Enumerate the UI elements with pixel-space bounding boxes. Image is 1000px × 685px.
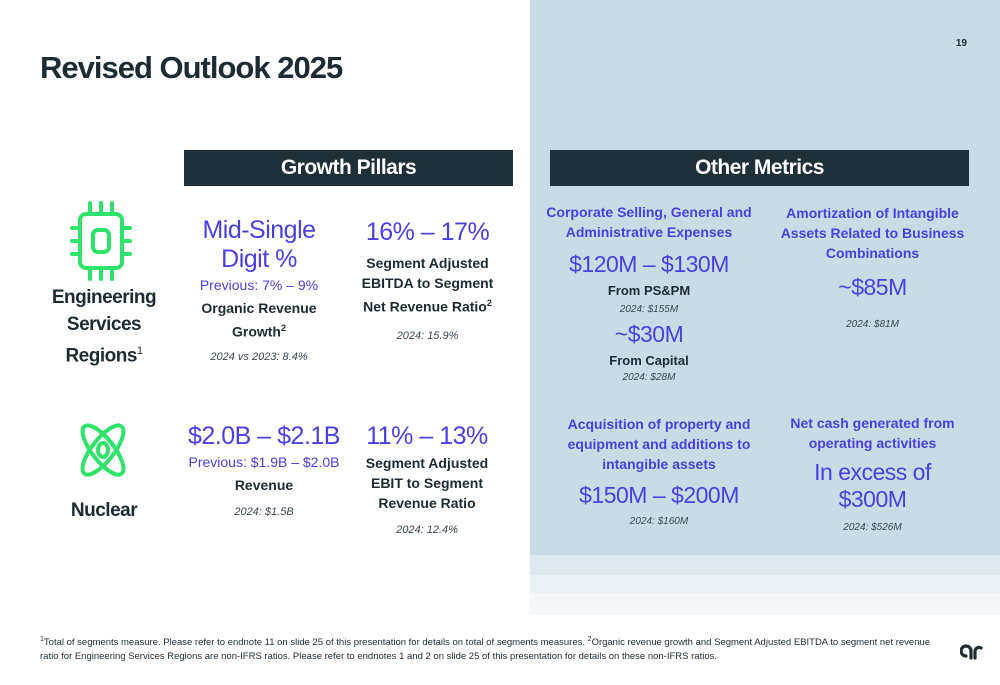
ebitda-ratio-card: 16% – 17% Segment Adjusted EBITDA to Seg… [345, 218, 510, 343]
other-metrics-header: Other Metrics [550, 150, 969, 186]
organic-growth-card: Mid-Single Digit % Previous: 7% – 9% Org… [178, 216, 340, 364]
decorative-stripe [530, 575, 1000, 593]
organic-growth-label: Organic Revenue Growth2 [201, 300, 317, 340]
capex-card: Acquisition of property and equipment an… [550, 414, 768, 529]
organic-growth-value: Mid-Single Digit % [202, 216, 316, 273]
ebitda-ratio-note: 2024: 15.9% [396, 329, 459, 342]
sga-note-capital: 2024: $28M [622, 372, 676, 383]
operating-cash-note: 2024: $526M [843, 522, 902, 533]
ebitda-ratio-label: Segment Adjusted EBITDA to Segment Net R… [361, 255, 494, 315]
nuclear-revenue-previous: Previous: $1.9B – $2.0B [188, 454, 340, 470]
amortization-title: Amortization of Intangible Assets Relate… [780, 205, 965, 261]
operating-cash-title: Net cash generated from operating activi… [790, 415, 955, 451]
metrics-panel-background [530, 0, 1000, 555]
nuclear-revenue-note: 2024: $1.5B [234, 506, 294, 518]
sga-value-capital: ~$30M [614, 321, 684, 347]
nuclear-revenue-label: Revenue [234, 477, 294, 493]
ebit-ratio-note: 2024: 12.4% [396, 524, 458, 536]
operating-cash-value: In excess of $300M [814, 459, 931, 512]
ebit-ratio-value: 11% – 13% [366, 422, 488, 450]
capex-title: Acquisition of property and equipment an… [567, 416, 751, 472]
growth-pillars-header: Growth Pillars [184, 150, 513, 186]
sga-note-psp: 2024: $155M [619, 304, 679, 315]
atom-icon [80, 423, 126, 477]
sga-card: Corporate Selling, General and Administr… [540, 202, 758, 385]
sga-value-psp: $120M – $130M [569, 251, 729, 277]
ebit-ratio-card: 11% – 13% Segment Adjusted EBIT to Segme… [352, 422, 502, 537]
page-title: Revised Outlook 2025 [40, 50, 343, 85]
segment-label-nuclear: Nuclear [70, 500, 138, 521]
nuclear-revenue-card: $2.0B – $2.1B Previous: $1.9B – $2.0B Re… [178, 422, 350, 519]
amortization-note: 2024: $81M [846, 319, 899, 330]
sga-label-psp: From PS&PM [607, 283, 691, 298]
sga-title: Corporate Selling, General and Administr… [546, 204, 752, 240]
company-logo-icon [960, 644, 983, 660]
footnote: 1Total of segments measure. Please refer… [40, 636, 931, 663]
chip-icon [70, 201, 132, 281]
sga-label-capital: From Capital [609, 353, 689, 368]
organic-growth-note: 2024 vs 2023: 8.4% [210, 350, 308, 363]
ebitda-ratio-value: 16% – 17% [365, 218, 490, 246]
operating-cash-card: Net cash generated from operating activi… [780, 413, 965, 535]
capex-note: 2024: $160M [629, 516, 689, 527]
amortization-value: ~$85M [838, 274, 907, 300]
page-number: 19 [955, 38, 967, 49]
decorative-stripe [530, 555, 1000, 575]
nuclear-revenue-value: $2.0B – $2.1B [188, 422, 340, 450]
amortization-card: Amortization of Intangible Assets Relate… [775, 203, 970, 332]
decorative-stripe [530, 593, 1000, 615]
segment-label-engineering: Engineering Services Regions1 [51, 287, 157, 367]
ebit-ratio-label: Segment Adjusted EBIT to Segment Revenue… [365, 455, 489, 511]
capex-value: $150M – $200M [579, 482, 739, 508]
organic-growth-previous: Previous: 7% – 9% [199, 277, 319, 293]
